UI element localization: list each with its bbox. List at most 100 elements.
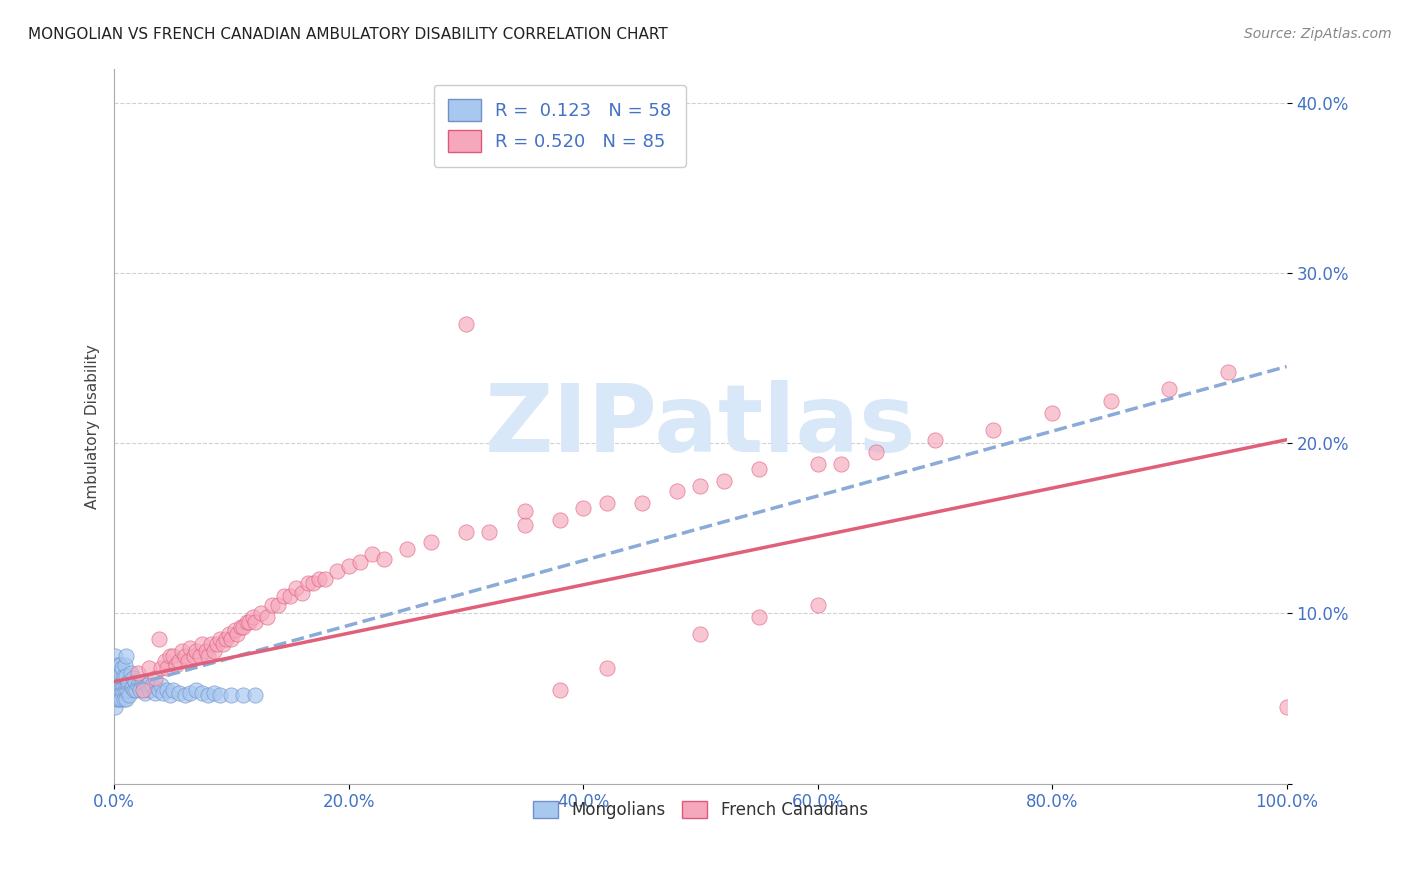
Point [167, 654, 190, 668]
Point [114, 683, 136, 698]
Point [349, 555, 371, 569]
Point [689, 627, 711, 641]
Point [156, 683, 179, 698]
Point [141, 678, 163, 692]
Point [131, 674, 153, 689]
Point [191, 686, 214, 700]
Point [226, 627, 249, 641]
Point [207, 637, 229, 651]
Point [214, 632, 236, 646]
Point [132, 683, 155, 698]
Point [572, 500, 595, 515]
Point [208, 688, 231, 702]
Point [983, 423, 1005, 437]
Point [108, 666, 131, 681]
Point [162, 683, 184, 698]
Point [865, 444, 887, 458]
Point [115, 683, 138, 698]
Point [108, 657, 131, 672]
Point [112, 691, 135, 706]
Point [197, 648, 219, 663]
Point [224, 624, 246, 638]
Point [830, 457, 852, 471]
Point [165, 657, 187, 672]
Point [124, 674, 146, 689]
Point [689, 479, 711, 493]
Point [114, 657, 136, 672]
Point [326, 564, 349, 578]
Point [111, 661, 134, 675]
Point [150, 678, 173, 692]
Point [200, 637, 222, 651]
Point [134, 686, 156, 700]
Point [1275, 700, 1298, 714]
Y-axis label: Ambulatory Disability: Ambulatory Disability [86, 343, 100, 508]
Point [143, 671, 166, 685]
Point [396, 541, 419, 556]
Point [127, 666, 149, 681]
Point [136, 678, 159, 692]
Point [104, 648, 127, 663]
Point [153, 654, 176, 668]
Point [191, 637, 214, 651]
Point [235, 615, 257, 629]
Point [748, 461, 770, 475]
Point [103, 657, 125, 672]
Point [103, 691, 125, 706]
Point [373, 552, 395, 566]
Point [630, 496, 652, 510]
Point [807, 457, 830, 471]
Point [232, 620, 254, 634]
Point [513, 504, 536, 518]
Point [238, 615, 260, 629]
Point [179, 640, 201, 655]
Point [278, 590, 301, 604]
Point [291, 586, 314, 600]
Point [262, 598, 284, 612]
Point [513, 517, 536, 532]
Text: MONGOLIAN VS FRENCH CANADIAN AMBULATORY DISABILITY CORRELATION CHART: MONGOLIAN VS FRENCH CANADIAN AMBULATORY … [28, 27, 668, 42]
Point [105, 666, 128, 681]
Point [115, 669, 138, 683]
Point [256, 610, 278, 624]
Point [221, 632, 243, 646]
Point [148, 632, 170, 646]
Point [159, 688, 181, 702]
Point [110, 666, 132, 681]
Point [302, 575, 325, 590]
Point [218, 627, 240, 641]
Point [243, 688, 266, 702]
Legend: Mongolians, French Canadians: Mongolians, French Canadians [526, 794, 875, 825]
Point [419, 535, 441, 549]
Point [152, 686, 174, 700]
Point [314, 573, 336, 587]
Point [548, 683, 571, 698]
Point [924, 433, 946, 447]
Point [112, 669, 135, 683]
Point [284, 581, 307, 595]
Point [188, 648, 211, 663]
Point [197, 688, 219, 702]
Point [107, 657, 129, 672]
Point [748, 610, 770, 624]
Point [454, 317, 477, 331]
Point [162, 648, 184, 663]
Point [179, 686, 201, 700]
Point [138, 661, 160, 675]
Point [243, 615, 266, 629]
Point [454, 524, 477, 539]
Point [232, 688, 254, 702]
Point [125, 683, 148, 698]
Point [273, 590, 295, 604]
Point [202, 686, 225, 700]
Point [713, 474, 735, 488]
Point [159, 648, 181, 663]
Point [148, 683, 170, 698]
Point [104, 674, 127, 689]
Point [183, 648, 205, 663]
Point [121, 680, 143, 694]
Point [807, 598, 830, 612]
Point [122, 671, 145, 685]
Point [1040, 405, 1063, 419]
Point [115, 691, 138, 706]
